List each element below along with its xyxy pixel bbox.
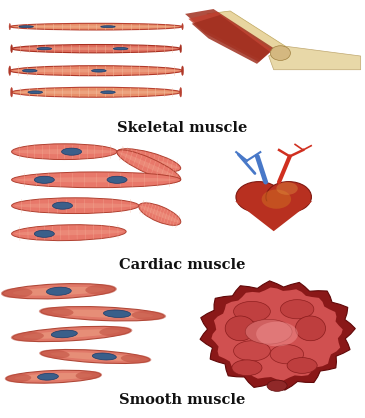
Ellipse shape: [234, 341, 270, 361]
Ellipse shape: [34, 230, 54, 237]
Ellipse shape: [52, 309, 153, 318]
Ellipse shape: [117, 150, 181, 181]
Ellipse shape: [3, 283, 115, 299]
Ellipse shape: [37, 48, 51, 50]
Ellipse shape: [6, 370, 101, 383]
Ellipse shape: [1, 288, 32, 298]
Ellipse shape: [76, 371, 102, 380]
Ellipse shape: [119, 152, 179, 168]
Ellipse shape: [119, 152, 179, 179]
Ellipse shape: [107, 176, 127, 184]
Ellipse shape: [51, 352, 140, 361]
Polygon shape: [185, 9, 274, 60]
Ellipse shape: [245, 319, 292, 344]
Ellipse shape: [287, 358, 317, 373]
Ellipse shape: [19, 26, 34, 28]
Ellipse shape: [11, 87, 13, 97]
Ellipse shape: [41, 349, 150, 364]
Ellipse shape: [9, 66, 11, 76]
Ellipse shape: [256, 321, 298, 347]
Polygon shape: [269, 46, 361, 70]
Ellipse shape: [5, 374, 31, 382]
Ellipse shape: [15, 203, 136, 208]
Ellipse shape: [12, 144, 117, 160]
Polygon shape: [192, 15, 270, 64]
Ellipse shape: [236, 181, 281, 212]
Ellipse shape: [13, 287, 105, 296]
Ellipse shape: [10, 23, 182, 30]
Ellipse shape: [270, 345, 304, 364]
Ellipse shape: [14, 149, 114, 154]
Polygon shape: [211, 288, 343, 380]
Text: Cardiac muscle: Cardiac muscle: [119, 258, 246, 272]
Ellipse shape: [46, 287, 71, 295]
Ellipse shape: [262, 189, 291, 209]
Ellipse shape: [12, 87, 181, 97]
Ellipse shape: [23, 69, 37, 72]
Ellipse shape: [13, 69, 179, 72]
Ellipse shape: [23, 329, 120, 339]
Ellipse shape: [15, 91, 177, 94]
Ellipse shape: [182, 23, 183, 30]
Ellipse shape: [9, 23, 11, 30]
Ellipse shape: [11, 332, 44, 342]
Ellipse shape: [103, 310, 131, 318]
Ellipse shape: [101, 26, 115, 28]
Ellipse shape: [41, 306, 164, 321]
Ellipse shape: [276, 182, 298, 195]
Polygon shape: [188, 12, 272, 62]
Ellipse shape: [92, 353, 116, 360]
Polygon shape: [200, 281, 355, 390]
Ellipse shape: [232, 360, 262, 376]
Ellipse shape: [39, 307, 73, 317]
Ellipse shape: [51, 330, 77, 338]
Ellipse shape: [234, 301, 270, 321]
Ellipse shape: [28, 91, 42, 94]
Text: Skeletal muscle: Skeletal muscle: [117, 121, 248, 135]
Ellipse shape: [181, 66, 184, 76]
Ellipse shape: [15, 230, 123, 235]
Ellipse shape: [12, 326, 131, 342]
Ellipse shape: [114, 48, 128, 50]
Ellipse shape: [131, 311, 166, 320]
Ellipse shape: [117, 149, 181, 171]
Ellipse shape: [16, 177, 176, 182]
Ellipse shape: [140, 206, 180, 222]
Ellipse shape: [12, 172, 181, 188]
Ellipse shape: [12, 198, 139, 214]
Ellipse shape: [12, 225, 126, 241]
Ellipse shape: [270, 46, 291, 61]
Ellipse shape: [180, 45, 182, 53]
Ellipse shape: [10, 66, 182, 76]
Polygon shape: [207, 11, 285, 56]
Ellipse shape: [92, 69, 106, 72]
Text: Smooth muscle: Smooth muscle: [119, 393, 246, 407]
Ellipse shape: [139, 203, 181, 225]
Ellipse shape: [53, 202, 73, 209]
Ellipse shape: [266, 181, 311, 212]
Ellipse shape: [15, 47, 177, 50]
Ellipse shape: [34, 176, 54, 184]
Ellipse shape: [85, 284, 117, 295]
Ellipse shape: [225, 316, 255, 341]
Ellipse shape: [12, 44, 181, 53]
Ellipse shape: [99, 326, 132, 336]
Ellipse shape: [13, 25, 179, 28]
Ellipse shape: [15, 373, 92, 380]
Ellipse shape: [11, 45, 12, 53]
Ellipse shape: [101, 91, 115, 94]
Ellipse shape: [180, 87, 182, 97]
Ellipse shape: [280, 300, 314, 319]
Ellipse shape: [121, 354, 151, 363]
Polygon shape: [235, 201, 312, 231]
Ellipse shape: [38, 373, 58, 380]
Ellipse shape: [62, 148, 82, 155]
Ellipse shape: [267, 380, 287, 391]
Ellipse shape: [295, 316, 326, 341]
Ellipse shape: [39, 349, 70, 359]
